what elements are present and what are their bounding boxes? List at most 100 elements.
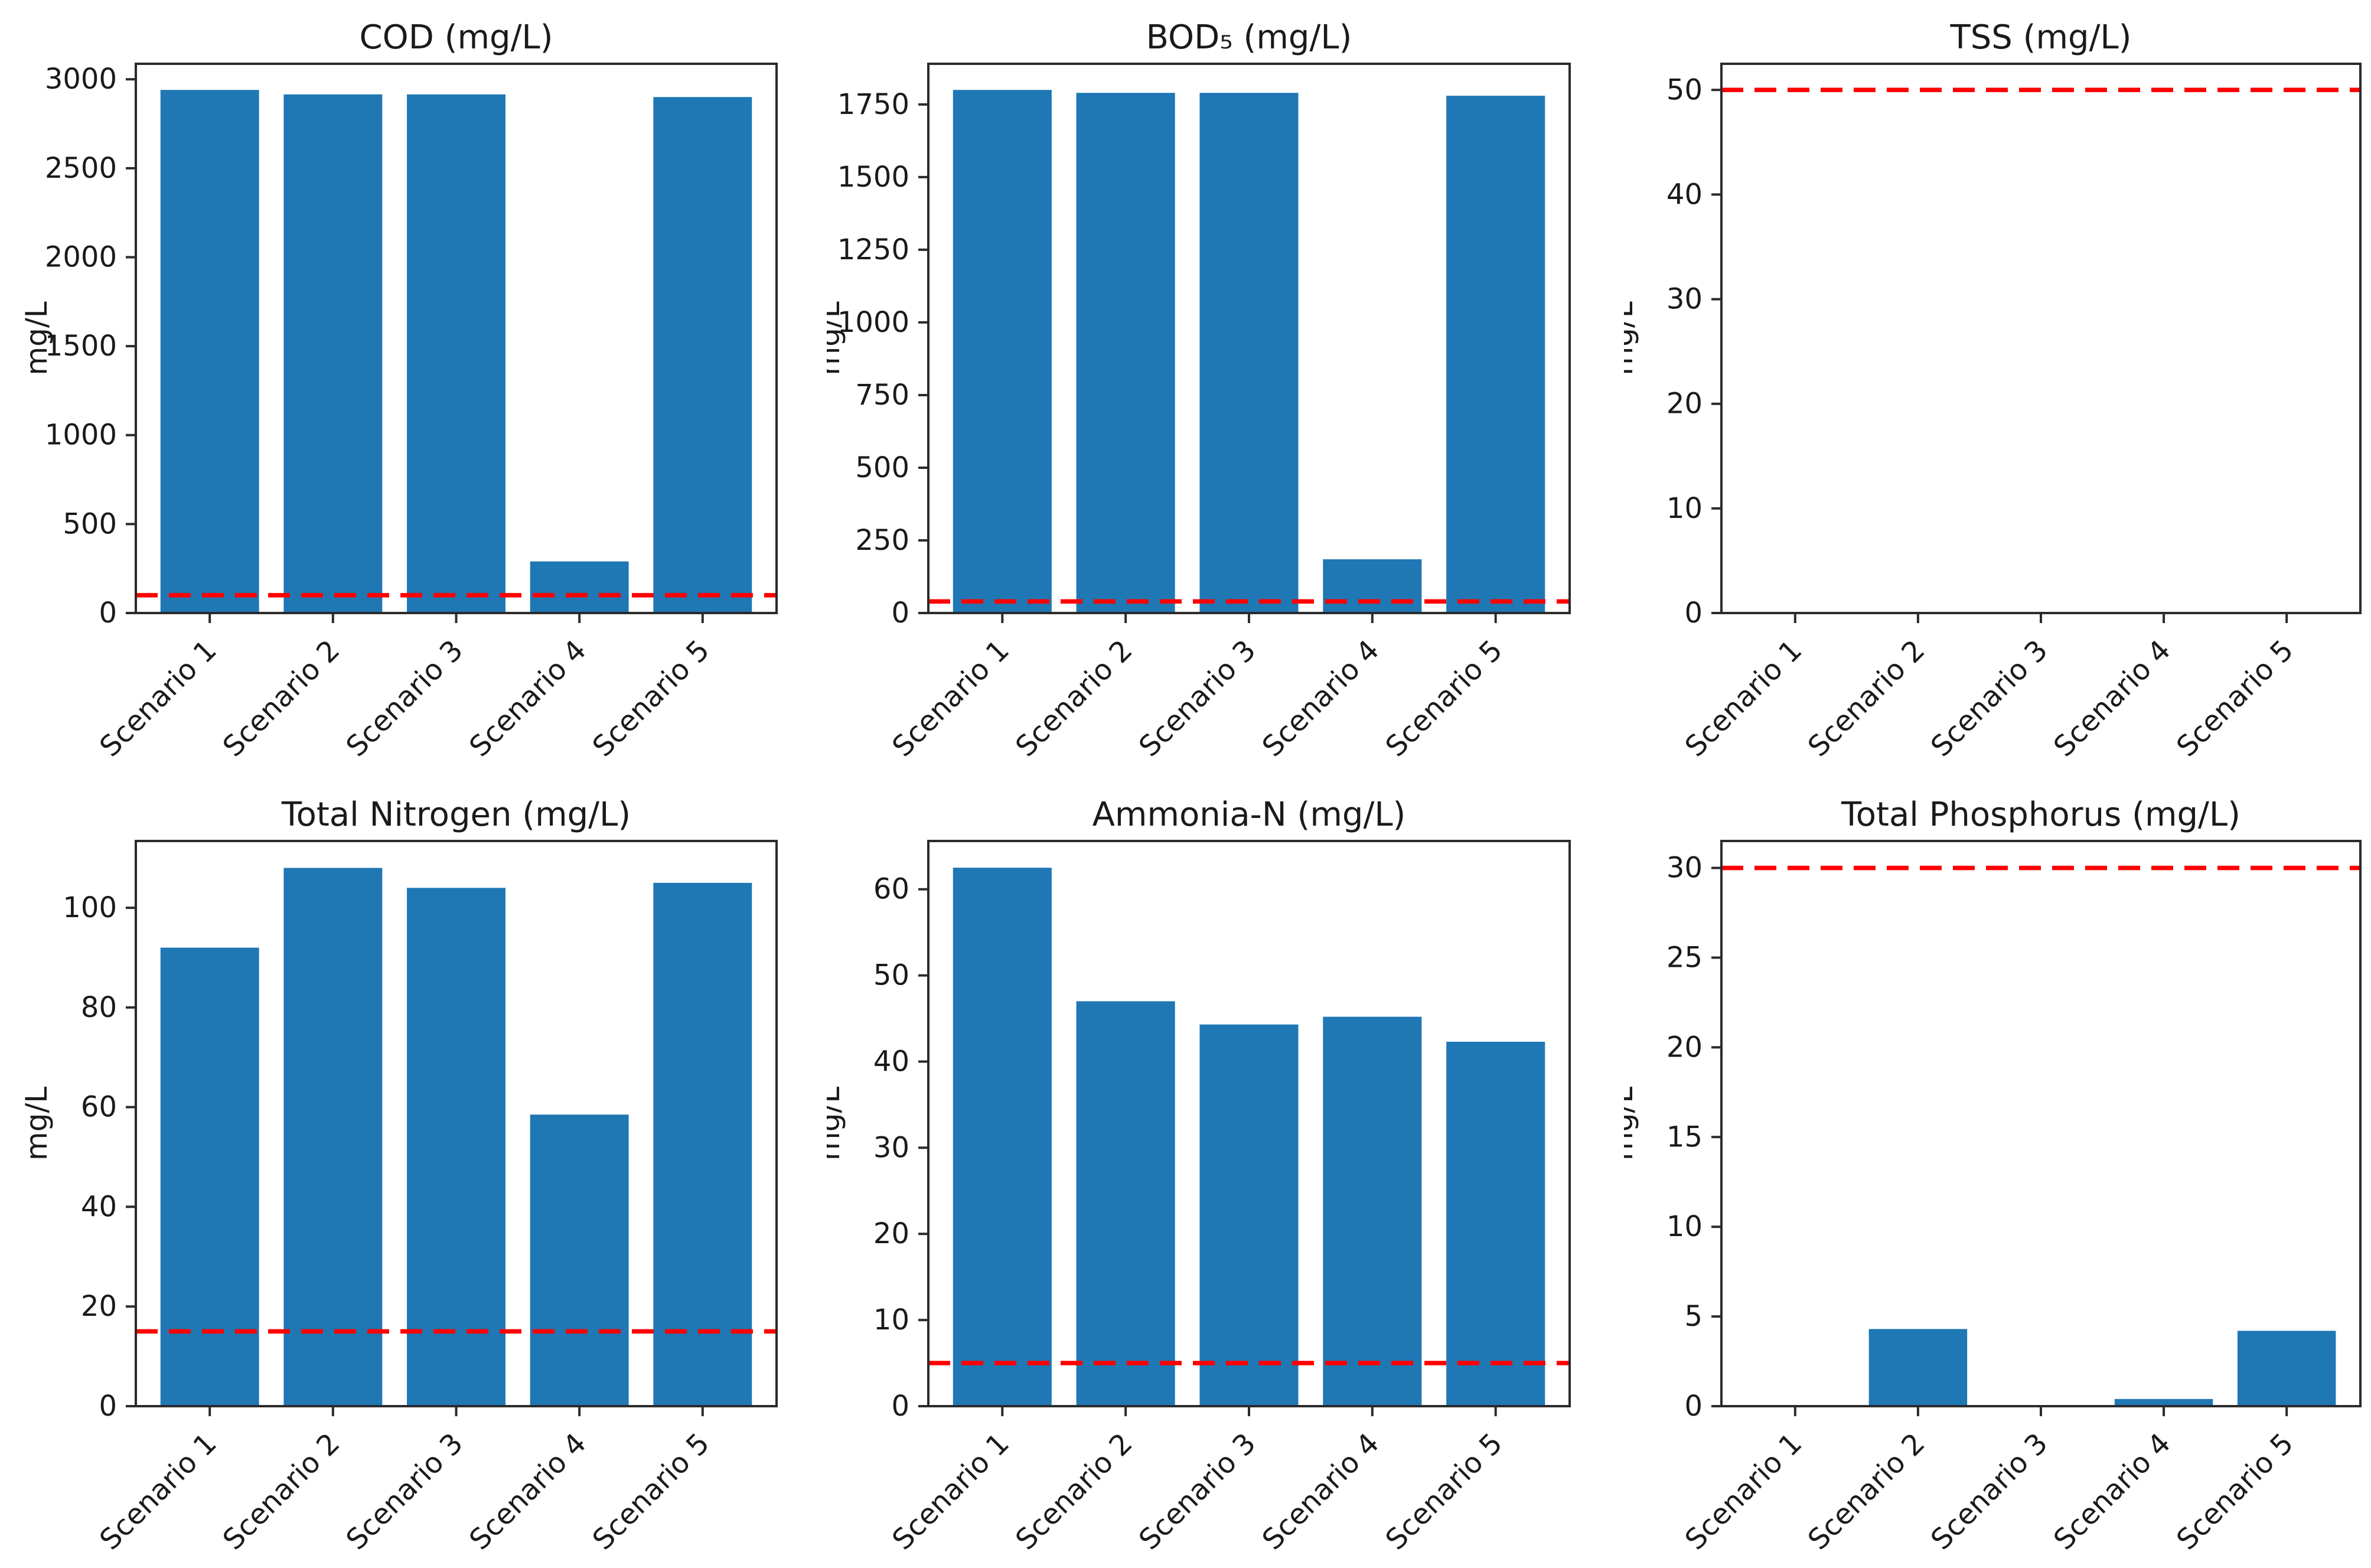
- y-tick-label: 1250: [837, 233, 909, 266]
- bar-bod5-2: [1076, 93, 1175, 613]
- y-tick-label: 1750: [837, 88, 909, 121]
- bar-total-nitrogen-4: [530, 1114, 629, 1406]
- x-tick-label: Scenario 3: [340, 1427, 469, 1557]
- x-tick-label: Scenario 1: [886, 634, 1016, 764]
- y-tick-label: 25: [1666, 941, 1703, 974]
- chart-bod5: 0 250 500 750 1000 1250 1500 1750 Scenario 1 Scen…: [827, 0, 1624, 768]
- bar-ammonia-n-1: [953, 868, 1052, 1406]
- bar-ammonia-n-3: [1199, 1024, 1299, 1406]
- bar-total-nitrogen-1: [160, 947, 259, 1406]
- bar-ammonia-n-5: [1446, 1041, 1545, 1406]
- bar-bod5-1: [953, 90, 1052, 614]
- y-tick-label: 100: [63, 891, 117, 924]
- x-tick-label: Scenario 5: [1379, 1427, 1509, 1557]
- x-tick-label: Scenario 5: [2170, 1427, 2300, 1557]
- x-tick-label: Scenario 3: [1133, 1427, 1263, 1557]
- plot-border: [1720, 63, 2362, 614]
- bar-cod-2: [283, 94, 383, 614]
- bar-total-phosphorus-2: [1868, 1329, 1968, 1406]
- x-tick-label: Scenario 5: [586, 1427, 716, 1557]
- x-tick-label: Scenario 4: [1256, 1427, 1386, 1557]
- y-tick-label: 15: [1666, 1120, 1703, 1153]
- bar-total-nitrogen-5: [653, 882, 752, 1406]
- y-tick-label: 3000: [45, 63, 117, 96]
- y-tick-label: 500: [855, 451, 909, 484]
- chart-title-total-nitrogen: Total Nitrogen (mg/L): [281, 796, 631, 834]
- bar-total-nitrogen-2: [283, 868, 383, 1406]
- chart-cod: 0 500 1000 1500 2000 2500 3000 Scenario 1 Scenar…: [0, 0, 827, 768]
- y-tick-label: 2500: [45, 152, 117, 185]
- chart-title-ammonia-n: Ammonia-N (mg/L): [1092, 796, 1406, 834]
- bar-cod-3: [407, 94, 505, 614]
- y-tick-label: 60: [81, 1091, 117, 1124]
- y-tick-label: 60: [873, 873, 909, 906]
- chart-ammonia-n: 0 10 20 30 40 50 60 Scenario 1 Scenario 2 Scenari…: [827, 768, 1624, 1568]
- bar-bod5-5: [1446, 96, 1545, 614]
- chart-title-bod5: BOD₅ (mg/L): [1146, 18, 1352, 57]
- y-axis-label: mg/L: [1624, 1087, 1639, 1160]
- x-tick-label: Scenario 4: [2047, 634, 2177, 764]
- x-tick-label: Scenario 4: [463, 634, 593, 764]
- chart-tss: 0 10 20 30 40 50 Scenario 1 Scenario 2 Scenario …: [1624, 0, 2371, 768]
- y-tick-label: 0: [1684, 596, 1703, 630]
- plot-border: [1720, 840, 2362, 1407]
- y-tick-label: 1500: [45, 330, 117, 363]
- y-tick-label: 1000: [45, 419, 117, 452]
- bar-cod-1: [160, 90, 259, 614]
- x-tick-label: Scenario 2: [1009, 1427, 1139, 1557]
- y-tick-label: 750: [855, 379, 909, 412]
- x-tick-label: Scenario 2: [217, 1427, 347, 1557]
- y-tick-label: 20: [81, 1290, 117, 1323]
- x-tick-label: Scenario 1: [1679, 1427, 1809, 1557]
- chart-title-tss: TSS (mg/L): [1950, 18, 2132, 57]
- bar-total-phosphorus-5: [2237, 1331, 2336, 1406]
- y-tick-label: 1000: [837, 306, 909, 339]
- y-tick-label: 20: [873, 1217, 909, 1250]
- x-tick-label: Scenario 2: [1009, 634, 1139, 764]
- x-tick-label: Scenario 4: [2047, 1427, 2177, 1557]
- y-tick-label: 20: [1666, 1031, 1703, 1064]
- bar-bod5-4: [1323, 559, 1422, 613]
- y-axis-label: mg/L: [827, 301, 846, 375]
- y-tick-label: 1500: [837, 161, 909, 194]
- chart-total-phosphorus: 0 5 10 15 20 25 30 Scenario 1 Scenario 2 Scenario…: [1624, 768, 2371, 1568]
- x-tick-label: Scenario 3: [1925, 1427, 2054, 1557]
- x-tick-label: Scenario 1: [93, 1427, 223, 1557]
- x-tick-label: Scenario 5: [1379, 634, 1509, 764]
- x-tick-label: Scenario 1: [886, 1427, 1016, 1557]
- x-tick-label: Scenario 2: [217, 634, 347, 764]
- y-tick-label: 50: [873, 959, 909, 992]
- bar-total-nitrogen-3: [407, 888, 505, 1406]
- y-tick-label: 5: [1684, 1300, 1703, 1333]
- y-tick-label: 30: [1666, 283, 1703, 316]
- y-axis-label: mg/L: [19, 1087, 54, 1160]
- bar-ammonia-n-2: [1076, 1001, 1175, 1406]
- x-tick-label: Scenario 1: [1679, 634, 1809, 764]
- bar-cod-4: [530, 561, 629, 613]
- bar-cod-5: [653, 97, 752, 613]
- bar-bod5-3: [1199, 93, 1299, 613]
- y-tick-label: 0: [99, 1390, 117, 1423]
- chart-title-cod: COD (mg/L): [360, 18, 553, 57]
- y-tick-label: 250: [855, 524, 909, 557]
- x-tick-label: Scenario 5: [2170, 634, 2300, 764]
- y-tick-label: 0: [891, 596, 909, 630]
- y-tick-label: 0: [1684, 1390, 1703, 1423]
- x-tick-label: Scenario 3: [340, 634, 469, 764]
- chart-title-total-phosphorus: Total Phosphorus (mg/L): [1841, 796, 2240, 834]
- bar-ammonia-n-4: [1323, 1016, 1422, 1406]
- y-tick-label: 0: [891, 1390, 909, 1423]
- y-tick-label: 40: [81, 1190, 117, 1223]
- y-tick-label: 0: [99, 596, 117, 630]
- y-axis-label: mg/L: [827, 1087, 846, 1160]
- y-tick-label: 50: [1666, 73, 1703, 106]
- y-tick-label: 2000: [45, 240, 117, 273]
- bar-total-phosphorus-4: [2114, 1399, 2213, 1406]
- x-tick-label: Scenario 3: [1925, 634, 2054, 764]
- y-axis-label: mg/L: [1624, 301, 1639, 375]
- x-tick-label: Scenario 2: [1802, 1427, 1932, 1557]
